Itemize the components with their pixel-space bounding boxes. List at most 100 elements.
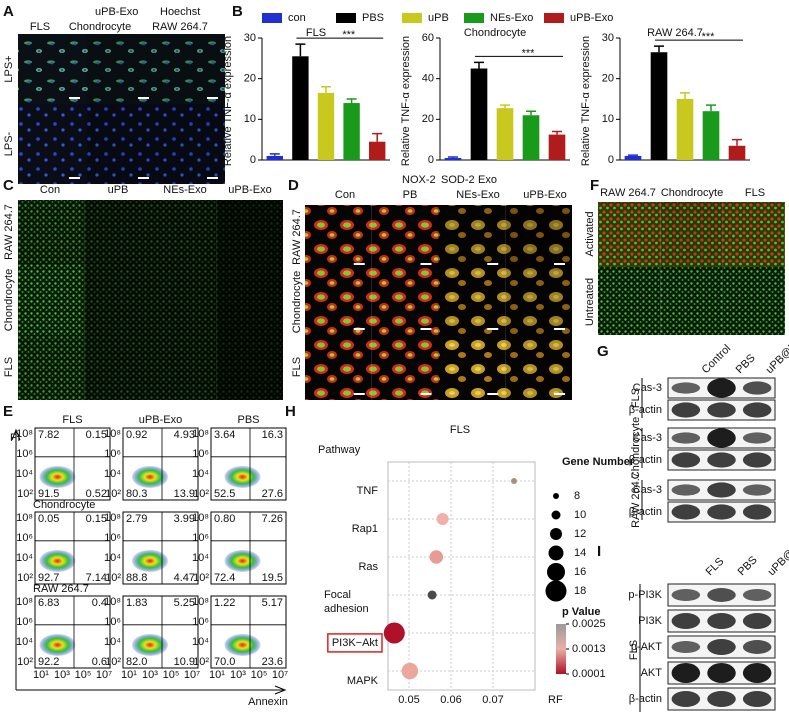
- y-tick-label: 10⁸: [192, 512, 209, 524]
- y-tick-label: 10⁴: [104, 468, 121, 480]
- band: [671, 663, 701, 683]
- quadrant-value: 5.25: [174, 597, 195, 609]
- micrograph-shade: [18, 200, 85, 265]
- legend-swatch: [544, 13, 564, 23]
- flow-density: [39, 549, 76, 572]
- label: Gene Number: [562, 456, 635, 468]
- label: uPB-Exo: [228, 184, 271, 196]
- micrograph-shade: [216, 265, 283, 335]
- flow-plot: [34, 595, 111, 669]
- y-tick-label: 10⁸: [16, 596, 33, 608]
- band: [742, 484, 772, 496]
- bubble: [383, 622, 405, 644]
- y-tick-label: 10⁶: [104, 616, 121, 628]
- chart-title: FLS: [450, 424, 470, 436]
- label: Relative TNF-α expression: [580, 36, 592, 166]
- micrograph-shade: [216, 335, 283, 400]
- label: FLS: [628, 640, 640, 660]
- label: NEs-Exo: [456, 189, 499, 201]
- x-tick-label: 10³: [54, 669, 70, 681]
- quadrant-value: 72.4: [214, 572, 235, 584]
- band: [707, 378, 736, 398]
- error-bar: [706, 104, 716, 112]
- chart-title: FLS: [306, 27, 326, 39]
- error-bar: [526, 110, 536, 116]
- panel-letter: D: [288, 177, 299, 194]
- size-key: [551, 510, 561, 520]
- bar: [702, 111, 720, 160]
- size-key: [553, 493, 559, 499]
- y-tick-label: 10⁸: [16, 512, 33, 524]
- label: PBS: [237, 414, 259, 426]
- bar: [624, 155, 642, 160]
- micrograph: [505, 205, 572, 270]
- label: PI3K: [638, 615, 663, 627]
- flow-density: [224, 633, 261, 656]
- band: [742, 691, 772, 707]
- error-bar: [474, 61, 484, 69]
- flow-plot: [122, 427, 199, 501]
- label: uPB-Exo: [95, 6, 138, 18]
- quadrant-value: 3.99: [174, 513, 195, 525]
- micrograph: [371, 335, 439, 400]
- band: [707, 691, 736, 707]
- micrograph: [438, 335, 506, 400]
- quadrant-value: 13.9: [174, 488, 195, 500]
- label: FLS: [291, 357, 303, 377]
- significance: ***: [522, 47, 536, 59]
- band: [671, 432, 701, 444]
- x-tick-label: 10⁵: [75, 669, 92, 681]
- error-bar: [321, 86, 331, 93]
- band: [742, 613, 772, 629]
- x-tick-label: 10⁷: [272, 669, 288, 681]
- y-tick-label: 10⁶: [16, 532, 33, 544]
- label: Activated: [584, 211, 596, 256]
- panel-letter: F: [590, 177, 599, 194]
- y-tick-label: 10²: [105, 572, 121, 584]
- label: Relative TNF-α expression: [222, 36, 234, 166]
- chart-title: RAW 264.7: [647, 27, 703, 39]
- label: NOX-2: [402, 174, 436, 186]
- label: Control: [700, 343, 734, 377]
- y-tick-label: 0: [250, 154, 256, 166]
- chart-title: Chondrocyte: [464, 27, 526, 39]
- size-key-label: 10: [574, 509, 586, 521]
- y-tick-label: 10⁶: [104, 532, 121, 544]
- x-tick-label: 0.06: [440, 694, 461, 706]
- bar: [728, 145, 746, 160]
- quadrant-value: 0.15: [86, 429, 107, 441]
- flow-plot: [122, 511, 199, 585]
- size-key-label: 14: [574, 547, 586, 559]
- x-tick-label: 10⁵: [163, 669, 180, 681]
- y-tick-label: 10²: [17, 656, 33, 668]
- size-key-label: 8: [574, 490, 580, 502]
- label: RAW 264.7: [33, 583, 89, 595]
- y-tick-label: 10⁸: [192, 596, 209, 608]
- label: Annexin: [248, 696, 288, 708]
- x-tick-label: 10³: [230, 669, 246, 681]
- error-bar: [295, 43, 306, 57]
- label: Untreated: [584, 278, 596, 326]
- y-tick-label: 10²: [193, 488, 209, 500]
- y-tick-label: 0: [428, 154, 434, 166]
- y-tick-label: 10⁸: [16, 428, 33, 440]
- y-tick-label: 10⁶: [192, 532, 209, 544]
- label: uPB: [428, 12, 449, 24]
- micrograph-shade: [87, 34, 156, 104]
- label: Chondrocyte: [291, 271, 303, 333]
- bar: [650, 52, 668, 160]
- error-bar: [654, 45, 664, 53]
- micrograph: [18, 104, 87, 184]
- band: [671, 691, 701, 707]
- band: [742, 663, 772, 683]
- y-tick-label: TNF: [357, 485, 379, 497]
- micrograph: [18, 34, 87, 104]
- panel-letter: C: [3, 177, 14, 194]
- quadrant-value: 27.6: [262, 488, 283, 500]
- quadrant-value: 4.47: [174, 572, 195, 584]
- bubble: [401, 662, 419, 680]
- micrograph-shade: [660, 202, 723, 267]
- quadrant-value: 23.6: [262, 656, 283, 668]
- label: Cas-3: [633, 432, 662, 444]
- micrograph-shade: [150, 265, 217, 335]
